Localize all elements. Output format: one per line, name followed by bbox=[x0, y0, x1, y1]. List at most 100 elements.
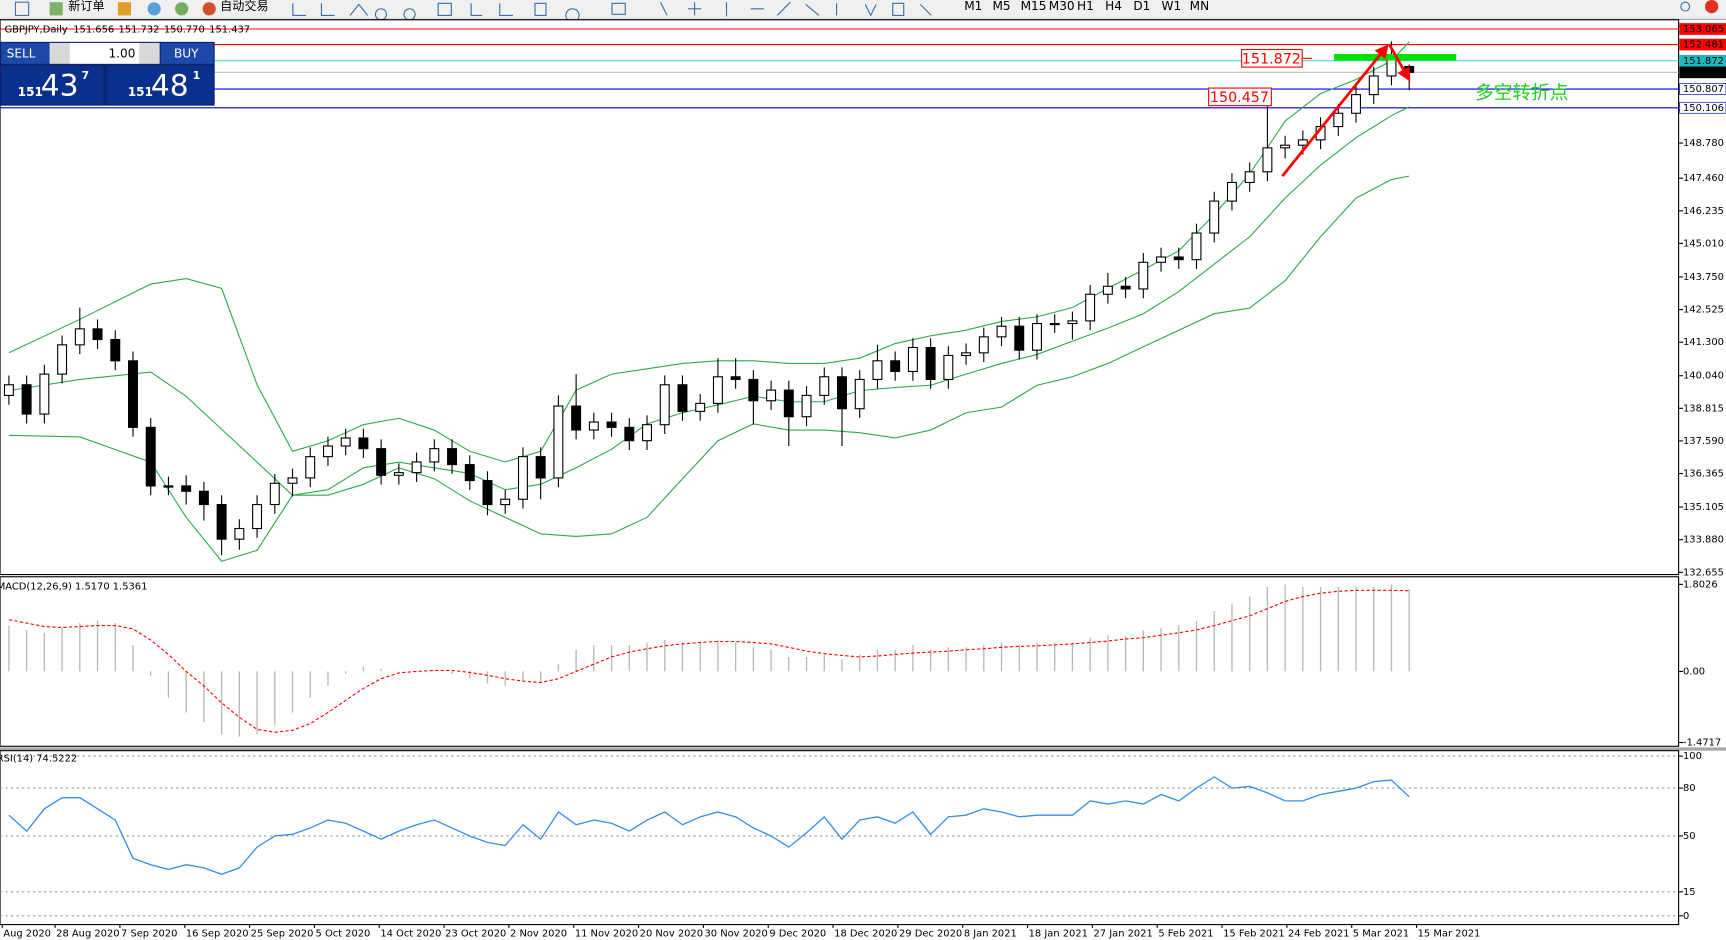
ohlc: 151.656 bbox=[73, 25, 114, 36]
sell-price-box[interactable] bbox=[1, 66, 104, 105]
icon[interactable] bbox=[175, 2, 189, 16]
x-tick-label: 15 Feb 2021 bbox=[1223, 928, 1285, 939]
buy-price-box[interactable] bbox=[106, 66, 214, 105]
period-button[interactable]: M30 bbox=[1049, 0, 1075, 13]
level-label: 153.065 bbox=[1683, 24, 1724, 35]
candle-body bbox=[464, 464, 475, 482]
annotation-box bbox=[1208, 87, 1272, 107]
toolbar-bg bbox=[0, 0, 1726, 19]
candle-body bbox=[1014, 325, 1025, 351]
reversal-arrow bbox=[1387, 43, 1411, 82]
x-tick-label: Aug 2020 bbox=[3, 928, 51, 939]
price-part: 151 bbox=[18, 85, 43, 99]
annotations: 151.872 150.457 多空转折点 bbox=[1208, 43, 1569, 177]
candle-body bbox=[1333, 112, 1344, 128]
candle-body bbox=[252, 504, 263, 530]
main-panel bbox=[0, 19, 1680, 576]
candle-body bbox=[145, 426, 156, 487]
rsi-plot bbox=[0, 755, 1679, 917]
x-tick-label: 18 Dec 2020 bbox=[834, 928, 897, 939]
icon[interactable] bbox=[49, 2, 63, 16]
candle-body bbox=[730, 376, 741, 380]
candle-body bbox=[1102, 285, 1113, 295]
period-button[interactable]: M5 bbox=[992, 0, 1010, 13]
spinner[interactable] bbox=[139, 42, 160, 64]
icon[interactable] bbox=[117, 2, 132, 16]
y-tick-label: 140.040 bbox=[1683, 371, 1724, 382]
period-button[interactable]: H4 bbox=[1105, 0, 1122, 13]
y-tick-label: 145.010 bbox=[1683, 238, 1724, 249]
y-tick-label: 141.300 bbox=[1683, 337, 1724, 348]
candle-body bbox=[1049, 322, 1060, 326]
x-tick-label: 23 Oct 2020 bbox=[445, 928, 506, 939]
level-label: 152.481 bbox=[1683, 40, 1724, 51]
period-button[interactable]: W1 bbox=[1162, 0, 1182, 13]
period-bar: M1 M5 M15 M30 H1 H4 D1 W1 MN bbox=[964, 0, 1209, 13]
candle-body bbox=[482, 480, 493, 506]
sell-button[interactable] bbox=[1, 42, 50, 64]
candle-body bbox=[695, 402, 706, 412]
candle-body bbox=[783, 389, 794, 418]
candle-body bbox=[1156, 256, 1167, 263]
y-tick-label: -1.4717 bbox=[1683, 737, 1721, 748]
icon[interactable] bbox=[1705, 0, 1719, 14]
candle-body bbox=[1138, 261, 1149, 290]
icon[interactable] bbox=[1680, 1, 1691, 12]
y-tick-label: 100 bbox=[1683, 751, 1702, 762]
spinner[interactable] bbox=[49, 42, 70, 64]
candle-body bbox=[57, 344, 68, 375]
x-tick-label: 24 Feb 2021 bbox=[1288, 928, 1350, 939]
period-button[interactable]: MN bbox=[1190, 0, 1209, 13]
candle-body bbox=[1031, 322, 1042, 351]
icon[interactable] bbox=[147, 2, 161, 16]
candle-body bbox=[1173, 256, 1184, 261]
button-label[interactable]: 新订单 bbox=[68, 0, 104, 13]
candle-body bbox=[943, 354, 954, 380]
candle-body bbox=[500, 498, 511, 506]
candle-body bbox=[181, 485, 192, 492]
candle-body bbox=[358, 437, 369, 450]
ohlc: 151.732 bbox=[119, 25, 160, 36]
lots[interactable]: 1.00 bbox=[108, 46, 135, 60]
candle-body bbox=[198, 490, 209, 506]
icon[interactable] bbox=[202, 2, 216, 16]
x-tick-label: 8 Jan 2021 bbox=[964, 928, 1017, 939]
lots-input[interactable] bbox=[69, 42, 140, 64]
annotation: 150.457 bbox=[1210, 90, 1269, 106]
candle-body bbox=[1368, 75, 1379, 96]
period-button[interactable]: D1 bbox=[1133, 0, 1150, 13]
candle-body bbox=[588, 421, 599, 431]
icon[interactable] bbox=[14, 1, 30, 16]
y-tick-label: 146.235 bbox=[1683, 206, 1724, 217]
x-tick-label: 27 Jan 2021 bbox=[1093, 928, 1152, 939]
period-button[interactable]: M1 bbox=[964, 0, 982, 13]
candle-body bbox=[393, 472, 404, 476]
button-label[interactable]: 自动交易 bbox=[220, 0, 268, 13]
trade-panel: SELL 1.00 BUY 151 43 7 151 48 1 bbox=[0, 41, 215, 106]
level-label: 150.807 bbox=[1683, 84, 1724, 95]
axes: 132.655 133.880 135.105 136.365 137.590 138.8… bbox=[1, 23, 1726, 939]
ohlc: 151.437 bbox=[209, 25, 250, 36]
y-tick-label: 133.880 bbox=[1683, 535, 1724, 546]
y-tick-label: 143.750 bbox=[1683, 272, 1724, 283]
candle-body bbox=[1262, 147, 1273, 173]
buy-button[interactable] bbox=[160, 42, 214, 64]
period-button[interactable]: M15 bbox=[1021, 0, 1047, 13]
annotation: 151.872 bbox=[1242, 51, 1301, 67]
period-button[interactable]: H1 bbox=[1077, 0, 1094, 13]
y-tick-label: 135.105 bbox=[1683, 502, 1724, 513]
candle-body bbox=[322, 445, 333, 458]
buy-label[interactable]: BUY bbox=[174, 46, 199, 60]
macd-plot bbox=[8, 584, 1410, 737]
candle-body bbox=[819, 376, 830, 396]
y-tick-label: 15 bbox=[1683, 887, 1696, 898]
rsi-line bbox=[8, 776, 1410, 875]
x-tick-label: 9 Dec 2020 bbox=[769, 928, 826, 939]
sell-label[interactable]: SELL bbox=[7, 46, 36, 60]
price-part: 7 bbox=[82, 69, 90, 82]
candle-body bbox=[553, 405, 564, 479]
toolbar: 新订单 自动交易 M1 M5 M15 M30 H1 H4 D1 W1 MN bbox=[0, 0, 1726, 23]
candle-body bbox=[1351, 94, 1362, 114]
price-part: 43 bbox=[41, 68, 79, 103]
x-tick-label: 20 Nov 2020 bbox=[640, 928, 703, 939]
